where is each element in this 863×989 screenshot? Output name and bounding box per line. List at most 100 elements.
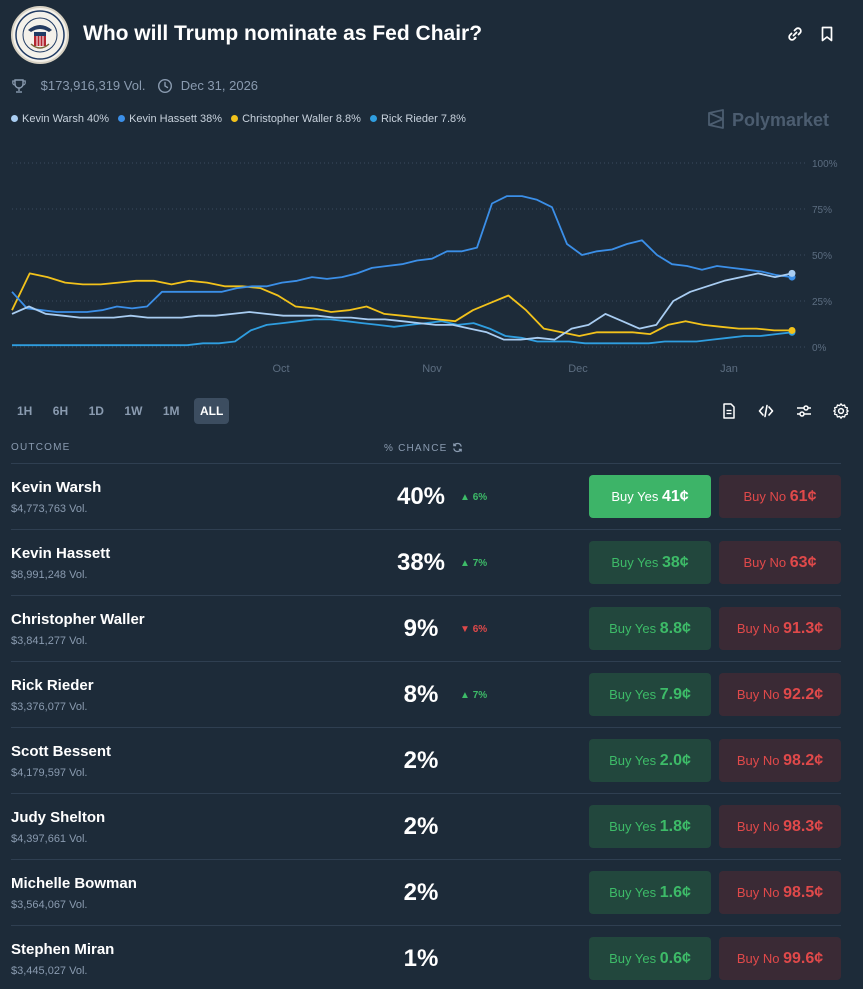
buy-no-label: Buy No (743, 489, 787, 504)
outcome-chance: 38% (396, 549, 446, 576)
legend-dot (11, 115, 18, 122)
x-tick-label: Nov (422, 363, 442, 375)
range-1w-button[interactable]: 1W (124, 404, 143, 418)
buy-yes-price: 0.6¢ (659, 950, 691, 967)
outcome-row[interactable]: Kevin Warsh $4,773,763 Vol. 40% ▲ 6% Buy… (11, 463, 841, 529)
legend-label: Christopher Waller 8.8% (242, 113, 361, 125)
chance-change: ▲ 6% (460, 492, 487, 503)
buy-yes-label: Buy Yes (609, 753, 657, 768)
outcome-row[interactable]: Christopher Waller $3,841,277 Vol. 9% ▼ … (11, 595, 841, 661)
buy-no-button[interactable]: Buy No 92.2¢ (719, 673, 841, 716)
link-icon[interactable] (785, 24, 805, 44)
chance-change-value: 6% (472, 624, 488, 635)
refresh-icon[interactable] (452, 442, 463, 453)
outcome-chance: 1% (403, 945, 439, 972)
sliders-icon[interactable] (795, 402, 813, 420)
outcome-volume: $4,179,597 Vol. (11, 767, 88, 779)
outcome-row[interactable]: Judy Shelton $4,397,661 Vol. 2% Buy Yes … (11, 793, 841, 859)
arrow-up-icon: ▲ (460, 492, 473, 503)
series-line-kevin-hassett (11, 195, 793, 313)
outcome-chance: 9% (403, 615, 439, 642)
series-end-point (788, 269, 796, 277)
buy-no-label: Buy No (743, 555, 787, 570)
buy-yes-price: 38¢ (661, 554, 689, 571)
outcome-volume: $4,397,661 Vol. (11, 833, 88, 845)
legend-dot (231, 115, 239, 122)
buy-no-button[interactable]: Buy No 98.5¢ (719, 871, 841, 914)
arrow-down-icon: ▼ (460, 624, 473, 635)
buy-yes-button[interactable]: Buy Yes 38¢ (589, 541, 711, 584)
outcome-volume: $3,841,277 Vol. (11, 635, 88, 647)
legend-label: Kevin Hassett 38% (129, 113, 223, 125)
range-all-button[interactable]: ALL (193, 398, 230, 424)
buy-yes-button[interactable]: Buy Yes 1.8¢ (589, 805, 711, 848)
legend-label: Kevin Warsh 40% (22, 113, 110, 125)
outcome-volume: $3,564,067 Vol. (11, 899, 88, 911)
y-tick-label: 100% (812, 159, 838, 170)
legend-item: Rick Rieder 7.8% (369, 113, 466, 125)
arrow-up-icon: ▲ (460, 690, 473, 701)
outcome-row[interactable]: Stephen Miran $3,445,027 Vol. 1% Buy Yes… (11, 925, 841, 989)
chance-change: ▼ 6% (460, 624, 487, 635)
outcome-name: Scott Bessent (11, 743, 112, 760)
series-end-point (788, 326, 796, 334)
buy-yes-button[interactable]: Buy Yes 41¢ (589, 475, 711, 518)
buy-no-button[interactable]: Buy No 98.2¢ (719, 739, 841, 782)
bookmark-icon[interactable] (817, 24, 837, 44)
outcome-row[interactable]: Kevin Hassett $8,991,248 Vol. 38% ▲ 7% B… (11, 529, 841, 595)
outcome-row[interactable]: Michelle Bowman $3,564,067 Vol. 2% Buy Y… (11, 859, 841, 925)
legend-dot (118, 115, 126, 122)
legend-item: Kevin Warsh 40% (11, 113, 109, 125)
clock-icon (158, 78, 173, 93)
buy-yes-button[interactable]: Buy Yes 1.6¢ (589, 871, 711, 914)
x-tick-label: Oct (272, 363, 289, 375)
buy-yes-label: Buy Yes (609, 885, 657, 900)
outcome-chance: 2% (403, 747, 439, 774)
trophy-icon (12, 78, 26, 93)
range-6h-button[interactable]: 6H (52, 404, 69, 418)
buy-no-button[interactable]: Buy No 98.3¢ (719, 805, 841, 848)
buy-yes-button[interactable]: Buy Yes 2.0¢ (589, 739, 711, 782)
outcome-name: Stephen Miran (11, 941, 115, 958)
buy-no-button[interactable]: Buy No 63¢ (719, 541, 841, 584)
y-tick-label: 0% (812, 343, 827, 354)
buy-yes-button[interactable]: Buy Yes 8.8¢ (589, 607, 711, 650)
range-1m-button[interactable]: 1M (162, 404, 180, 418)
code-icon[interactable] (757, 402, 775, 420)
market-header: Who will Trump nominate as Fed Chair? (11, 6, 851, 64)
buy-no-label: Buy No (736, 951, 780, 966)
outcome-column-header: OUTCOME (11, 442, 71, 453)
buy-yes-label: Buy Yes (611, 555, 659, 570)
buy-no-label: Buy No (736, 687, 780, 702)
buy-no-price: 98.5¢ (783, 884, 824, 901)
outcome-chance: 40% (396, 483, 446, 510)
price-history-chart: 100% 75% 50% 25% 0% Oct Nov Dec Jan (11, 159, 838, 375)
buy-yes-label: Buy Yes (609, 819, 657, 834)
series-line-rick-rieder (12, 318, 793, 347)
buy-no-label: Buy No (736, 819, 780, 834)
arrow-up-icon: ▲ (460, 558, 473, 569)
range-1d-button[interactable]: 1D (88, 404, 104, 418)
market-end-date: Dec 31, 2026 (180, 78, 259, 94)
gear-icon[interactable] (832, 402, 850, 420)
legend-item: Christopher Waller 8.8% (231, 113, 361, 125)
buy-no-button[interactable]: Buy No 99.6¢ (719, 937, 841, 980)
buy-no-button[interactable]: Buy No 61¢ (719, 475, 841, 518)
range-1h-button[interactable]: 1H (17, 404, 33, 418)
buy-no-price: 92.2¢ (783, 686, 824, 703)
y-tick-label: 50% (812, 251, 832, 262)
buy-yes-button[interactable]: Buy Yes 0.6¢ (589, 937, 711, 980)
buy-yes-button[interactable]: Buy Yes 7.9¢ (589, 673, 711, 716)
outcome-name: Rick Rieder (11, 677, 94, 694)
buy-no-button[interactable]: Buy No 91.3¢ (719, 607, 841, 650)
buy-yes-price: 8.8¢ (659, 620, 691, 637)
outcome-row[interactable]: Rick Rieder $3,376,077 Vol. 8% ▲ 7% Buy … (11, 661, 841, 727)
buy-yes-price: 1.8¢ (659, 818, 691, 835)
document-icon[interactable] (720, 402, 738, 420)
buy-yes-label: Buy Yes (609, 951, 657, 966)
polymarket-icon (708, 109, 724, 129)
outcome-row[interactable]: Scott Bessent $4,179,597 Vol. 2% Buy Yes… (11, 727, 841, 793)
outcome-name: Christopher Waller (11, 611, 145, 628)
chance-change-value: 6% (472, 492, 488, 503)
buy-yes-price: 2.0¢ (659, 752, 691, 769)
